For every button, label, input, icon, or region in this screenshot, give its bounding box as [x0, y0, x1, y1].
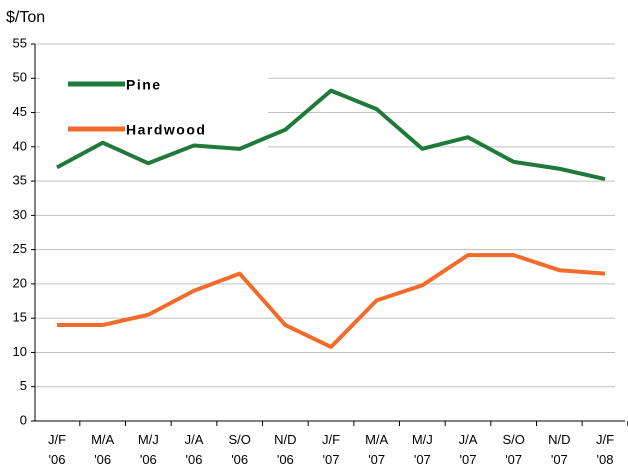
x-tick-label-line: '07 [323, 452, 340, 467]
x-tick-label-line: '06 [94, 452, 111, 467]
y-tick-label: 45 [13, 104, 27, 119]
x-tick-label-line: '06 [49, 452, 66, 467]
x-tick-label-line: '07 [551, 452, 568, 467]
y-axis-label: $/Ton [6, 9, 45, 26]
x-tick-label-line: J/F [322, 432, 340, 447]
legend-label: Hardwood [126, 122, 206, 138]
x-tick-label: J/A '06 [185, 432, 204, 467]
x-tick-label-line: '06 [231, 452, 248, 467]
x-tick-label: M/A '07 [365, 432, 388, 467]
y-tick-label: 50 [13, 70, 27, 85]
x-tick-label: S/O '06 [228, 432, 250, 467]
x-tick-label-line: '07 [505, 452, 522, 467]
x-tick-label-line: M/A [91, 432, 114, 447]
x-tick-label: M/A '06 [91, 432, 114, 467]
x-tick-label: M/J '07 [412, 432, 433, 467]
x-tick-label-line: N/D [274, 432, 296, 447]
x-tick-label-line: S/O [228, 432, 250, 447]
x-tick-label-line: '07 [368, 452, 385, 467]
x-tick-label: J/F '08 [596, 432, 614, 467]
y-tick-label: 25 [13, 241, 27, 256]
y-tick-label: 20 [13, 275, 27, 290]
y-tick-label: 30 [13, 207, 27, 222]
x-tick-label-line: M/A [365, 432, 388, 447]
line-series [56, 88, 606, 181]
x-tick-label-line: '06 [140, 452, 157, 467]
x-tick-label-line: J/F [596, 432, 614, 447]
y-tick-label: 35 [13, 173, 27, 188]
x-tick-label-line: M/J [138, 432, 159, 447]
x-tick-label: N/D '06 [274, 432, 296, 467]
y-tick-label: 40 [13, 138, 27, 153]
x-tick-label-line: S/O [502, 432, 524, 447]
x-tick-label: N/D '07 [548, 432, 570, 467]
x-tick-label: J/F '07 [322, 432, 340, 467]
x-tick-label: J/A '07 [459, 432, 478, 467]
x-tick-label: M/J '06 [138, 432, 159, 467]
y-tick-label: 0 [20, 412, 27, 427]
x-tick-label: J/F '06 [48, 432, 66, 467]
y-tick-label: 10 [13, 344, 27, 359]
legend-background [40, 60, 268, 150]
x-tick-label-line: M/J [412, 432, 433, 447]
y-tick-label: 5 [20, 378, 27, 393]
x-tick-label-line: J/F [48, 432, 66, 447]
legend-label: Pine [126, 77, 162, 93]
x-tick-label-line: J/A [459, 432, 478, 447]
x-tick-label-line: N/D [548, 432, 570, 447]
x-tick-label-line: '06 [186, 452, 203, 467]
x-tick-label-line: '07 [460, 452, 477, 467]
x-tick-label-line: J/A [185, 432, 204, 447]
x-tick-label-line: '08 [597, 452, 614, 467]
x-tick-label-line: '07 [414, 452, 431, 467]
x-tick-label: S/O '07 [502, 432, 524, 467]
y-tick-label: 15 [13, 310, 27, 325]
y-tick-label: 55 [13, 35, 27, 50]
line-series [57, 253, 606, 349]
x-tick-label-line: '06 [277, 452, 294, 467]
